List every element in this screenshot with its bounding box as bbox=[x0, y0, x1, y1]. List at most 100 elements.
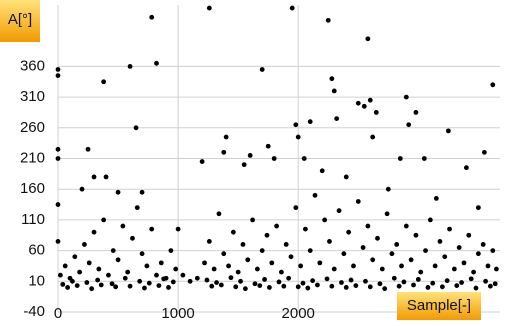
point bbox=[423, 248, 428, 254]
point bbox=[98, 282, 104, 288]
point bbox=[492, 281, 498, 287]
point bbox=[266, 285, 272, 290]
point bbox=[322, 217, 328, 223]
point bbox=[295, 134, 301, 140]
point bbox=[199, 159, 205, 164]
point bbox=[329, 76, 335, 82]
point bbox=[259, 248, 265, 254]
point bbox=[300, 280, 306, 286]
point bbox=[466, 232, 472, 238]
point bbox=[180, 272, 186, 278]
point bbox=[240, 242, 246, 247]
point bbox=[365, 223, 371, 229]
point bbox=[463, 165, 469, 171]
point bbox=[161, 276, 167, 282]
point bbox=[96, 266, 102, 272]
point bbox=[370, 134, 376, 140]
point bbox=[361, 103, 367, 109]
x-axis-label: Sample[-] bbox=[407, 297, 471, 314]
point bbox=[166, 285, 171, 290]
point bbox=[125, 269, 131, 275]
point bbox=[385, 186, 391, 192]
point bbox=[286, 275, 292, 281]
point bbox=[307, 119, 313, 125]
point bbox=[411, 282, 416, 288]
x-label-box bbox=[397, 292, 481, 320]
point bbox=[133, 125, 139, 131]
point bbox=[101, 217, 107, 223]
point bbox=[325, 17, 331, 23]
point bbox=[382, 286, 388, 292]
point bbox=[293, 122, 299, 128]
point bbox=[252, 281, 258, 287]
point bbox=[293, 205, 299, 211]
point bbox=[146, 280, 152, 286]
point bbox=[430, 280, 436, 286]
point bbox=[339, 280, 344, 285]
point bbox=[115, 189, 121, 195]
point bbox=[367, 97, 373, 103]
point bbox=[144, 263, 150, 269]
point bbox=[230, 229, 236, 235]
point bbox=[245, 257, 251, 263]
point bbox=[444, 278, 450, 284]
point bbox=[485, 263, 491, 269]
point bbox=[445, 128, 451, 134]
point bbox=[401, 279, 407, 285]
point bbox=[55, 156, 61, 161]
point bbox=[427, 217, 433, 223]
point bbox=[367, 284, 373, 290]
point bbox=[242, 286, 248, 292]
point bbox=[55, 73, 61, 79]
point bbox=[471, 269, 476, 275]
point bbox=[437, 238, 443, 244]
point bbox=[315, 282, 320, 288]
point bbox=[399, 263, 404, 269]
point bbox=[55, 146, 61, 152]
point bbox=[276, 279, 282, 285]
point bbox=[363, 278, 368, 284]
y-tick-label: 160 bbox=[20, 180, 45, 197]
point bbox=[211, 266, 217, 272]
point bbox=[175, 226, 181, 232]
point bbox=[336, 208, 342, 214]
y-tick-label: 360 bbox=[20, 57, 45, 74]
y-tick-label: 310 bbox=[20, 88, 45, 105]
point bbox=[106, 272, 111, 278]
point bbox=[433, 196, 439, 201]
point bbox=[432, 263, 438, 269]
point bbox=[394, 242, 400, 247]
point bbox=[221, 149, 227, 155]
point bbox=[173, 266, 179, 272]
point bbox=[101, 79, 107, 85]
point bbox=[331, 266, 337, 272]
point bbox=[139, 251, 145, 257]
point bbox=[206, 238, 212, 244]
point bbox=[360, 245, 366, 250]
point bbox=[168, 248, 174, 254]
point bbox=[413, 110, 419, 115]
y-tick-label: 110 bbox=[21, 211, 45, 228]
y-tick-label: 60 bbox=[28, 242, 45, 259]
point bbox=[149, 226, 155, 232]
point bbox=[343, 174, 349, 180]
point bbox=[310, 278, 316, 284]
point bbox=[137, 278, 143, 284]
point bbox=[262, 277, 267, 282]
point bbox=[74, 283, 80, 288]
point bbox=[493, 266, 499, 272]
point bbox=[365, 36, 371, 42]
point bbox=[288, 254, 294, 260]
point bbox=[55, 238, 61, 244]
point bbox=[269, 260, 275, 266]
point bbox=[264, 232, 270, 238]
point bbox=[187, 278, 193, 284]
point bbox=[202, 260, 207, 266]
point bbox=[281, 283, 287, 289]
point bbox=[283, 242, 289, 247]
point bbox=[238, 278, 243, 284]
point bbox=[110, 248, 116, 254]
y-tick-label: 10 bbox=[28, 272, 45, 289]
y-tick-label: 260 bbox=[20, 119, 45, 136]
point bbox=[355, 100, 361, 106]
